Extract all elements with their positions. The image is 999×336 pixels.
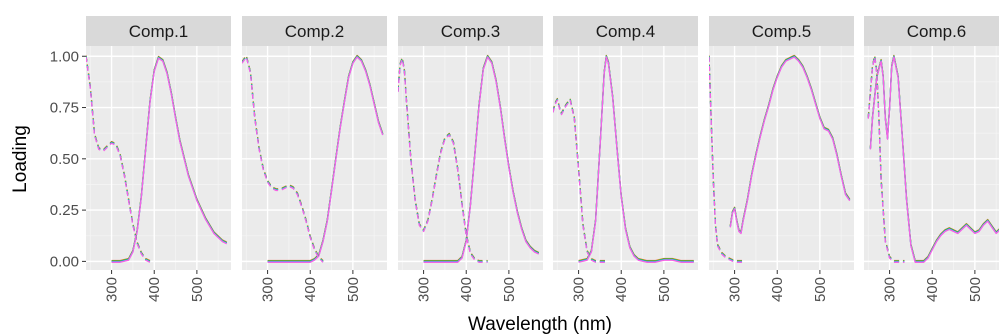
panel-series — [553, 54, 694, 263]
panel-series — [242, 54, 384, 263]
x-tick-label: 300 — [104, 277, 121, 302]
x-tick-label: 500 — [189, 277, 206, 302]
facet-strip-label: Comp.2 — [285, 22, 345, 41]
x-tick-label: 300 — [882, 277, 899, 302]
facet-strip — [553, 16, 698, 46]
x-tick-label: 400 — [458, 277, 475, 302]
panel-series — [86, 55, 227, 263]
x-tick-label: 500 — [345, 277, 362, 302]
x-tick-label: 400 — [769, 277, 786, 302]
x-tick-label: 500 — [656, 277, 673, 302]
excitation-line — [242, 56, 324, 263]
x-tick-label: 300 — [260, 277, 277, 302]
facet-strip — [242, 16, 387, 46]
y-axis-title: Loading — [10, 125, 31, 193]
emission-line — [578, 56, 694, 263]
excitation-line — [86, 57, 151, 263]
emission-line — [267, 56, 384, 263]
x-tick-label: 300 — [416, 277, 433, 302]
facet-panel-comp-4: Comp.4 300 400 500 — [553, 16, 698, 302]
y-tick-label: 0.50 — [50, 151, 79, 168]
emission-line — [423, 56, 539, 263]
panel-background — [553, 46, 698, 270]
emission-line — [869, 56, 999, 263]
facet-panel-comp-1: Comp.1 300 400 500 — [86, 16, 231, 302]
facet-strip-label: Comp.1 — [129, 22, 189, 41]
panel-series — [709, 54, 851, 263]
panel-background — [709, 46, 854, 270]
x-tick-label: 400 — [146, 277, 163, 302]
x-tick-label: 400 — [302, 277, 319, 302]
facet-strip-label: Comp.6 — [907, 22, 967, 41]
emission-line — [729, 56, 851, 235]
x-tick-label: 500 — [967, 277, 984, 302]
excitation-line — [867, 56, 905, 263]
y-tick-label: 0.00 — [50, 253, 79, 270]
facet-strip-label: Comp.4 — [596, 22, 656, 41]
x-tick-label: 400 — [613, 277, 630, 302]
y-tick-label: 0.75 — [50, 100, 79, 117]
facet-strip — [398, 16, 543, 46]
y-tick-label: 1.00 — [50, 48, 79, 65]
x-tick-label: 500 — [501, 277, 518, 302]
facet-strip — [864, 16, 999, 46]
facet-panel-comp-3: Comp.3 300 400 500 — [398, 16, 543, 302]
panel-background — [86, 46, 231, 270]
x-tick-label: 400 — [924, 277, 941, 302]
panels-layer: Comp.1 300 400 500 Comp.2 300 400 500 Comp.3 300 4… — [86, 16, 999, 302]
excitation-line — [709, 57, 744, 263]
facet-strip-label: Comp.3 — [441, 22, 501, 41]
facet-panel-comp-6: Comp.6 300 400 500 — [864, 16, 999, 302]
y-tick-label: 0.25 — [50, 202, 79, 219]
emission-line — [111, 57, 227, 263]
y-axis: 0.00 0.25 0.50 0.75 1.00 — [50, 48, 86, 270]
panel-background — [864, 46, 999, 270]
x-tick-label: 300 — [571, 277, 588, 302]
x-axis-title: Wavelength (nm) — [468, 314, 612, 335]
panel-series — [867, 54, 999, 263]
x-tick-label: 500 — [812, 277, 829, 302]
panel-background — [242, 46, 387, 270]
facet-strip — [86, 16, 231, 46]
facet-panel-comp-2: Comp.2 300 400 500 — [242, 16, 387, 302]
panel-background — [398, 46, 543, 270]
facet-panel-comp-5: Comp.5 300 400 500 — [709, 16, 854, 302]
panel-series — [398, 54, 539, 263]
x-tick-label: 300 — [727, 277, 744, 302]
facet-strip — [709, 16, 854, 46]
facet-strip-label: Comp.5 — [752, 22, 812, 41]
